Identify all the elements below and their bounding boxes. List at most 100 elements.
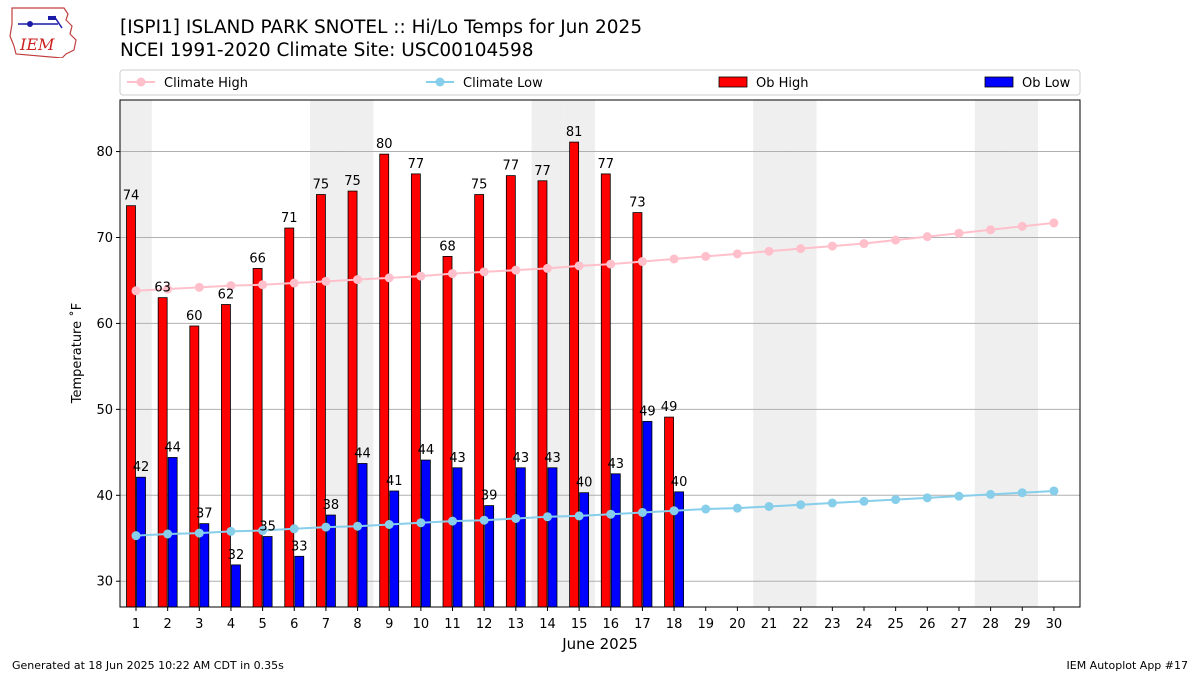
- climate-low-point-23: [827, 498, 837, 508]
- legend: Climate High Climate Low Ob High Ob Low: [119, 69, 1081, 96]
- climate-high-point-10: [416, 271, 426, 281]
- climate-low-point-27: [954, 491, 964, 501]
- climate-high-point-26: [922, 232, 932, 242]
- weekend-band-14: [531, 100, 564, 607]
- weekend-band-15: [563, 100, 595, 607]
- climate-low-point-29: [1017, 488, 1027, 498]
- climate-high-point-15: [574, 261, 584, 271]
- ob-high-bar-3: [189, 325, 200, 608]
- climate-high-point-19: [701, 251, 711, 261]
- ob-low-bar-6: [294, 555, 305, 608]
- climate-low-point-28: [986, 489, 996, 499]
- legend-swatch-ob-high: [718, 76, 748, 88]
- ob-low-bar-9: [389, 490, 400, 608]
- x-tick-label-18: 18: [666, 617, 683, 632]
- plot-frame: [119, 99, 1081, 608]
- x-tick-label-20: 20: [729, 617, 746, 632]
- x-tick-label-15: 15: [571, 617, 588, 632]
- ob-low-label-10: 44: [418, 443, 435, 458]
- climate-high-point-11: [448, 269, 458, 279]
- ob-low-label-7: 38: [323, 498, 340, 513]
- ob-low-bar-8: [357, 463, 368, 608]
- climate-high-point-1: [131, 286, 141, 296]
- ob-low-label-2: 44: [164, 440, 181, 455]
- ob-high-label-9: 80: [376, 137, 393, 152]
- weekend-bands: [120, 100, 1039, 607]
- x-tick-label-10: 10: [413, 617, 430, 632]
- y-tick-label-30: 30: [96, 575, 113, 590]
- climate-low-point-2: [163, 529, 173, 539]
- climate-high-point-24: [859, 239, 869, 249]
- x-tick-label-19: 19: [697, 617, 714, 632]
- climate-high-point-30: [1049, 218, 1059, 228]
- x-tick-label-12: 12: [476, 617, 493, 632]
- climate-high-point-17: [637, 257, 647, 267]
- ob-high-label-2: 63: [154, 281, 171, 296]
- x-tick-label-13: 13: [508, 617, 525, 632]
- legend-swatch-ob-low: [984, 76, 1014, 88]
- ob-high-bar-5: [252, 268, 263, 608]
- ob-high-label-11: 68: [439, 239, 456, 254]
- climate-low-point-22: [796, 500, 806, 510]
- climate-high-point-23: [827, 241, 837, 251]
- ob-high-label-5: 66: [249, 251, 266, 266]
- climate-high-point-9: [384, 273, 394, 283]
- x-tick-label-23: 23: [824, 617, 841, 632]
- ob-low-bar-5: [262, 536, 273, 608]
- climate-low-point-8: [353, 521, 363, 531]
- climate-low-point-26: [922, 493, 932, 503]
- ob-low-label-16: 43: [608, 457, 625, 472]
- ob-high-label-12: 75: [471, 178, 488, 193]
- x-tick-label-24: 24: [856, 617, 873, 632]
- ob-high-bar-12: [474, 194, 485, 608]
- legend-frame: [119, 69, 1081, 96]
- ob-high-bar-9: [379, 153, 390, 608]
- climate-low-point-11: [448, 516, 458, 526]
- climate-high-point-14: [542, 263, 552, 273]
- x-tick-label-4: 4: [227, 617, 235, 632]
- climate-low-point-7: [321, 522, 331, 532]
- x-tick-label-6: 6: [290, 617, 298, 632]
- ob-high-label-15: 81: [566, 125, 583, 140]
- climate-high-point-7: [321, 276, 331, 286]
- x-tick-label-7: 7: [322, 617, 330, 632]
- climate-low-point-6: [289, 524, 299, 534]
- climate-low-point-12: [479, 515, 489, 525]
- climate-low-point-17: [637, 507, 647, 517]
- climate-high-point-8: [353, 275, 363, 285]
- ob-low-bar-1: [136, 476, 146, 608]
- x-tick-label-3: 3: [195, 617, 203, 632]
- climate-low-point-4: [226, 526, 236, 536]
- ob-high-label-8: 75: [344, 174, 361, 189]
- x-tick-label-2: 2: [164, 617, 172, 632]
- chart-title: [ISPI1] ISLAND PARK SNOTEL :: Hi/Lo Temp…: [120, 17, 643, 38]
- climate-high-point-21: [764, 246, 774, 256]
- bar-labels: 74 63 60 62 66 71 75 75 80 77 68 75 77 77 81 77 73 49 42 44…: [123, 125, 688, 563]
- x-tick-label-5: 5: [258, 617, 266, 632]
- ob-low-bar-15: [579, 492, 590, 608]
- ob-low-label-4: 32: [228, 548, 245, 563]
- climate-low-point-24: [859, 496, 869, 506]
- x-tick-label-17: 17: [634, 617, 651, 632]
- climate-high-line: [135, 221, 1055, 292]
- climate-high-point-6: [289, 278, 299, 288]
- ob-high-bar-16: [600, 173, 611, 608]
- climate-high-point-20: [732, 249, 742, 259]
- ob-high-label-4: 62: [218, 288, 235, 303]
- x-tick-label-14: 14: [539, 617, 556, 632]
- ob-low-label-12: 39: [481, 489, 498, 504]
- ob-low-label-8: 44: [354, 446, 371, 461]
- y-tick-label-70: 70: [96, 231, 113, 246]
- ob-low-bar-11: [452, 467, 463, 608]
- climate-lines: [131, 218, 1059, 541]
- legend-marker-climate-low: [435, 77, 445, 87]
- weekend-band-28: [974, 100, 1007, 607]
- ob-low-bar-13: [515, 467, 526, 608]
- climate-high-point-28: [986, 225, 996, 235]
- ob-high-bar-15: [569, 141, 580, 608]
- climate-low-point-25: [891, 495, 901, 505]
- x-tick-label-29: 29: [1014, 617, 1031, 632]
- app-credit: IEM Autoplot App #17: [1066, 659, 1189, 672]
- climate-low-point-19: [701, 504, 711, 514]
